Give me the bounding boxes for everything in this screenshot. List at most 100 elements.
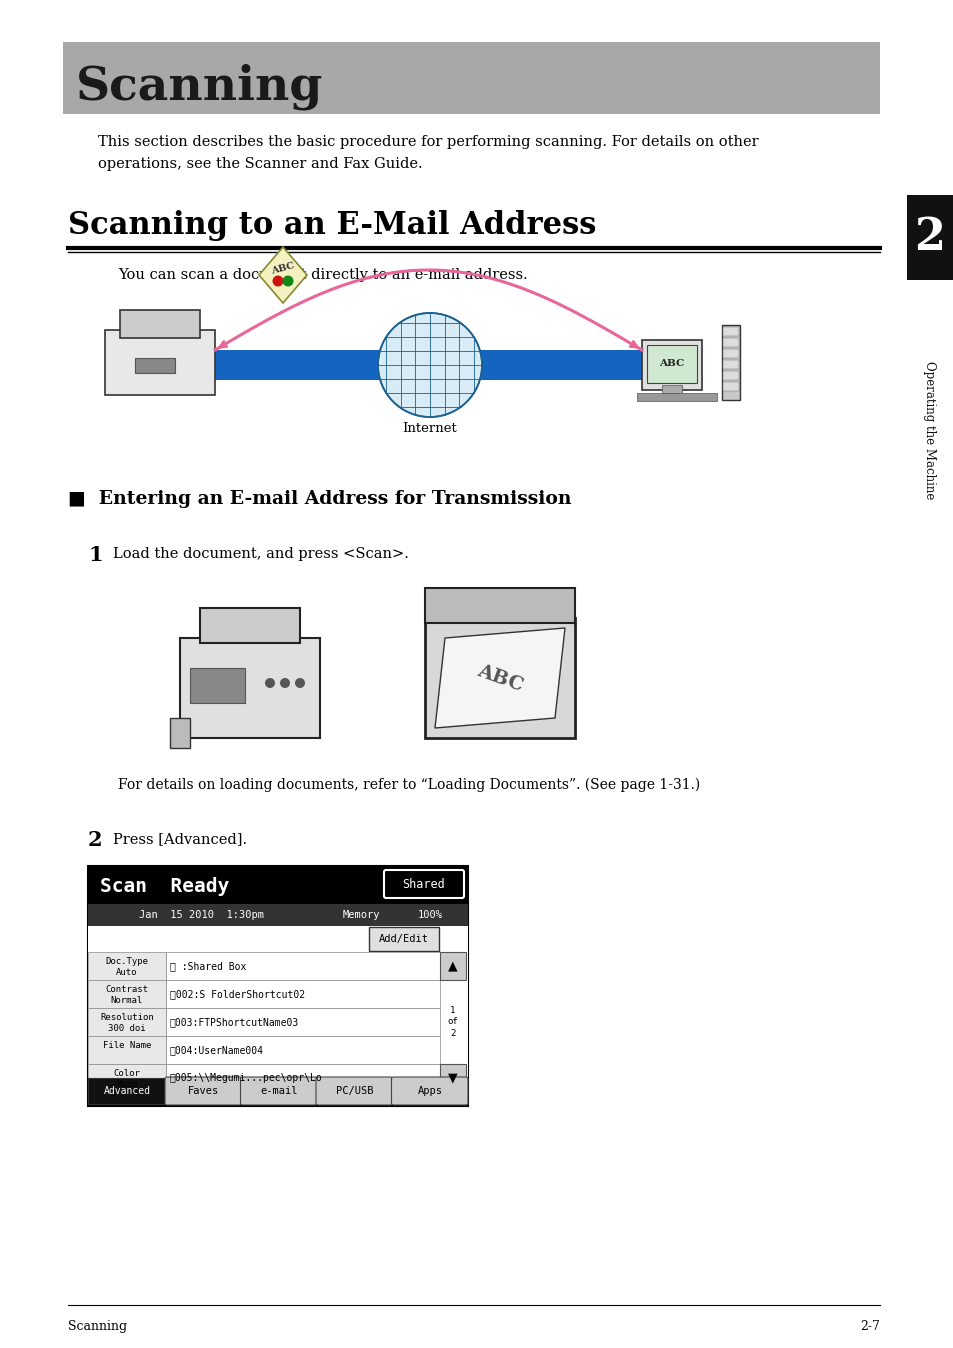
Text: 存002:S FolderShortcut02: 存002:S FolderShortcut02 — [170, 989, 305, 999]
Text: ABC: ABC — [270, 262, 295, 276]
Text: 存003:FTPShortcutName03: 存003:FTPShortcutName03 — [170, 1016, 299, 1027]
Bar — [166, 980, 439, 1008]
Bar — [722, 381, 739, 391]
Text: Auto: Auto — [116, 968, 137, 977]
Text: Color: Color — [113, 1069, 140, 1078]
Bar — [88, 1078, 166, 1104]
Bar — [166, 1064, 439, 1092]
Bar — [88, 905, 468, 926]
FancyBboxPatch shape — [391, 1077, 468, 1105]
Bar — [424, 588, 575, 623]
FancyBboxPatch shape — [315, 1077, 392, 1105]
Circle shape — [377, 313, 481, 417]
FancyBboxPatch shape — [369, 927, 438, 950]
Bar — [154, 578, 355, 754]
Text: Resolution: Resolution — [100, 1014, 153, 1022]
Text: Operating the Machine: Operating the Machine — [923, 361, 936, 499]
Circle shape — [280, 678, 290, 687]
Bar — [646, 345, 697, 383]
Text: 100%: 100% — [417, 910, 442, 919]
Text: 升 :Shared Box: 升 :Shared Box — [170, 961, 246, 971]
Text: 1: 1 — [88, 545, 103, 565]
Text: 2: 2 — [88, 830, 103, 851]
Text: Press [Advanced].: Press [Advanced]. — [112, 832, 247, 847]
Bar — [439, 952, 465, 980]
Bar — [190, 669, 245, 704]
Bar — [166, 1008, 439, 1037]
Bar — [721, 325, 740, 400]
Circle shape — [265, 678, 274, 687]
Bar — [637, 394, 717, 400]
Bar — [722, 360, 739, 369]
Bar — [170, 718, 190, 748]
Text: Add/Edit: Add/Edit — [378, 934, 429, 944]
Bar — [88, 1037, 166, 1064]
Circle shape — [282, 275, 294, 287]
Bar — [88, 865, 468, 1105]
Polygon shape — [435, 628, 564, 728]
Bar — [88, 980, 166, 1008]
Text: Scanning: Scanning — [68, 1320, 127, 1333]
Text: Shared: Shared — [402, 878, 445, 891]
Text: Load the document, and press <Scan>.: Load the document, and press <Scan>. — [112, 547, 409, 561]
FancyBboxPatch shape — [165, 1077, 241, 1105]
Bar — [722, 338, 739, 346]
Text: Scan  Ready: Scan Ready — [100, 878, 229, 896]
Bar — [722, 328, 739, 336]
Text: 300 doi: 300 doi — [108, 1023, 146, 1033]
Text: Contrast: Contrast — [106, 985, 149, 995]
Bar — [166, 952, 439, 980]
Text: This section describes the basic procedure for performing scanning. For details : This section describes the basic procedu… — [98, 135, 758, 171]
Polygon shape — [258, 247, 307, 303]
Bar — [120, 310, 200, 338]
Bar — [180, 638, 319, 737]
Text: 存004:UserName004: 存004:UserName004 — [170, 1045, 264, 1055]
Bar — [200, 608, 299, 643]
Text: 存005:\\Megumi...pec\opr\Lo: 存005:\\Megumi...pec\opr\Lo — [170, 1073, 322, 1082]
Text: ▼: ▼ — [448, 1072, 457, 1085]
Bar — [135, 359, 174, 373]
Circle shape — [273, 275, 283, 287]
Text: 2: 2 — [914, 216, 944, 259]
Bar — [424, 617, 575, 737]
Bar — [641, 340, 701, 390]
Bar — [439, 1064, 465, 1092]
Bar — [88, 865, 468, 905]
Bar — [906, 195, 953, 280]
Text: Apps: Apps — [417, 1086, 442, 1096]
Text: ▲: ▲ — [448, 960, 457, 972]
Text: PC/USB: PC/USB — [335, 1086, 374, 1096]
Text: Mono: Mono — [116, 1080, 137, 1089]
FancyBboxPatch shape — [240, 1077, 316, 1105]
Bar — [105, 330, 214, 395]
Bar — [722, 371, 739, 380]
Text: Jan  15 2010  1:30pm: Jan 15 2010 1:30pm — [139, 910, 264, 919]
Circle shape — [294, 678, 305, 687]
Text: ABC: ABC — [659, 360, 684, 368]
Text: 1
of
2: 1 of 2 — [447, 1007, 457, 1038]
Text: Scanning: Scanning — [76, 63, 323, 111]
Text: Doc.Type: Doc.Type — [106, 957, 149, 967]
Bar — [88, 1008, 166, 1037]
Text: Normal: Normal — [111, 996, 143, 1004]
Text: Advanced: Advanced — [103, 1086, 151, 1096]
Bar — [88, 952, 166, 980]
Bar — [405, 578, 604, 754]
Text: e-mail: e-mail — [260, 1086, 297, 1096]
Text: You can scan a document directly to an e-mail address.: You can scan a document directly to an e… — [118, 268, 527, 282]
Bar — [166, 1037, 439, 1064]
Bar — [722, 349, 739, 359]
Bar — [88, 1064, 166, 1092]
Bar — [194, 350, 679, 380]
FancyBboxPatch shape — [384, 869, 463, 898]
Text: 2-7: 2-7 — [860, 1320, 879, 1333]
Bar — [63, 42, 879, 115]
Text: ■  Entering an E-mail Address for Transmission: ■ Entering an E-mail Address for Transmi… — [68, 491, 571, 508]
Text: Scanning to an E-Mail Address: Scanning to an E-Mail Address — [68, 210, 596, 241]
Text: For details on loading documents, refer to “Loading Documents”. (See page 1-31.): For details on loading documents, refer … — [118, 778, 700, 793]
Text: File Name: File Name — [103, 1041, 151, 1050]
Text: ABC: ABC — [474, 662, 525, 694]
Text: Internet: Internet — [402, 422, 456, 435]
Bar — [88, 926, 468, 1078]
Text: Memory: Memory — [342, 910, 380, 919]
